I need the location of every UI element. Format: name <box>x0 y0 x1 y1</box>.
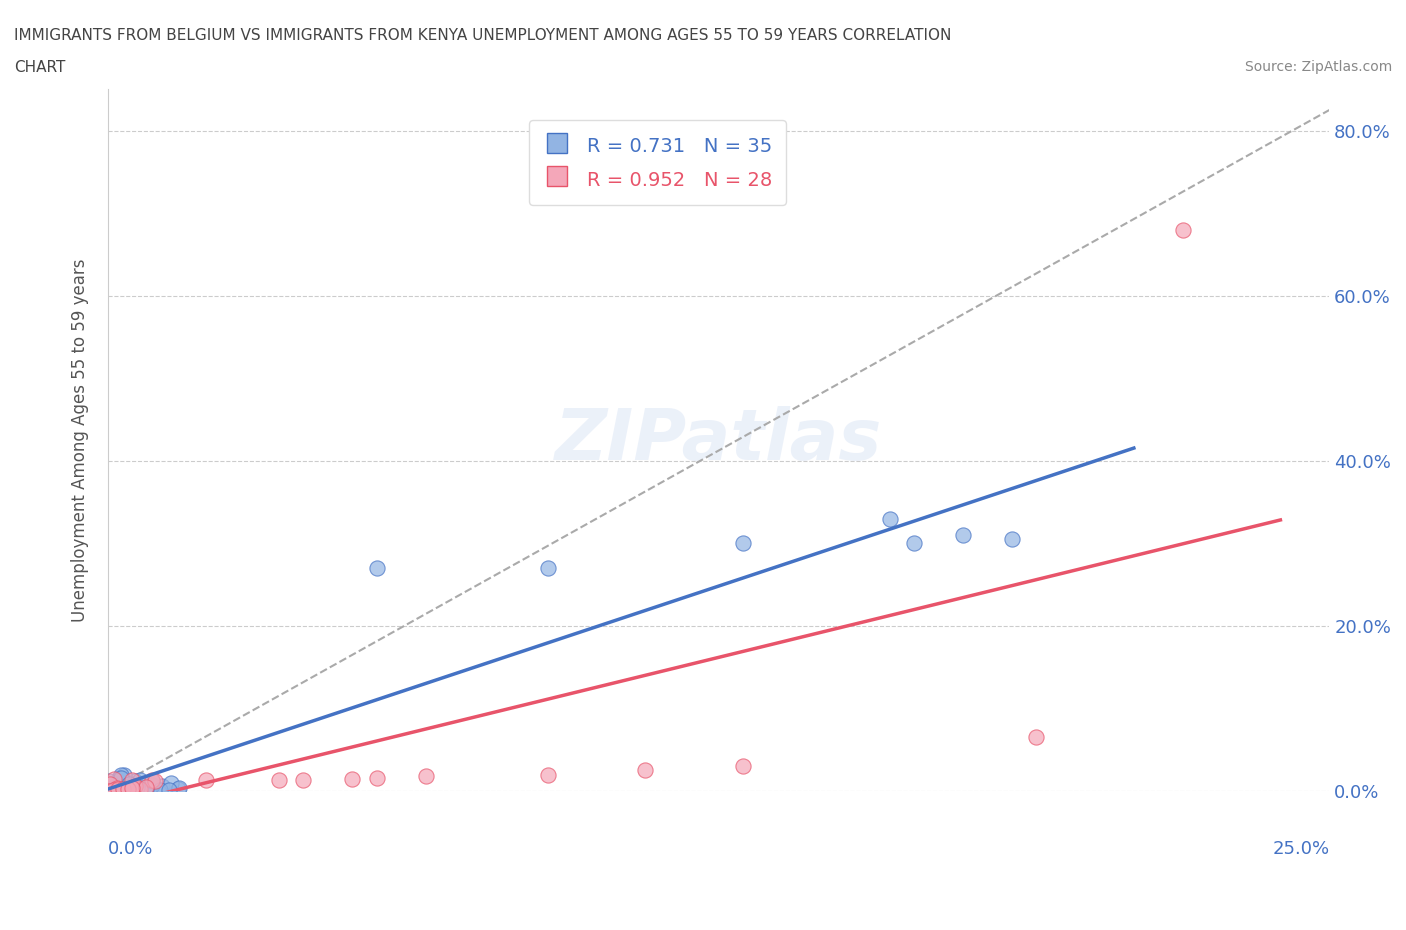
Immigrants from Belgium <box>952 527 974 542</box>
Immigrants from Kenya <box>129 781 152 796</box>
Immigrants from Belgium <box>128 772 150 787</box>
Immigrants from Kenya <box>112 783 135 798</box>
Immigrants from Kenya <box>103 772 125 787</box>
Immigrants from Belgium <box>98 774 121 789</box>
Immigrants from Kenya <box>292 773 315 788</box>
Immigrants from Kenya <box>121 780 143 795</box>
Immigrants from Belgium <box>118 777 141 791</box>
Immigrants from Belgium <box>149 783 172 798</box>
Immigrants from Belgium <box>110 767 132 782</box>
Immigrants from Belgium <box>117 781 139 796</box>
Immigrants from Belgium <box>124 774 146 789</box>
Immigrants from Belgium <box>101 780 124 795</box>
Immigrants from Kenya <box>121 773 143 788</box>
Immigrants from Belgium <box>537 561 560 576</box>
Immigrants from Belgium <box>366 561 388 576</box>
Immigrants from Kenya <box>124 778 146 793</box>
Text: Source: ZipAtlas.com: Source: ZipAtlas.com <box>1244 60 1392 74</box>
Immigrants from Kenya <box>111 781 134 796</box>
Immigrants from Belgium <box>135 782 157 797</box>
Immigrants from Kenya <box>101 783 124 798</box>
Immigrants from Belgium <box>166 781 188 796</box>
Immigrants from Belgium <box>101 783 124 798</box>
Immigrants from Belgium <box>120 778 142 793</box>
Immigrants from Belgium <box>121 780 143 795</box>
Immigrants from Kenya <box>731 759 754 774</box>
Immigrants from Belgium <box>150 778 173 793</box>
Immigrants from Kenya <box>366 770 388 785</box>
Immigrants from Belgium <box>879 512 901 526</box>
Immigrants from Kenya <box>117 781 139 796</box>
Immigrants from Belgium <box>141 774 163 789</box>
Immigrants from Belgium <box>108 771 131 786</box>
Immigrants from Belgium <box>731 536 754 551</box>
Immigrants from Kenya <box>141 772 163 787</box>
Immigrants from Belgium <box>110 770 132 785</box>
Immigrants from Kenya <box>105 780 128 795</box>
Immigrants from Kenya <box>537 767 560 782</box>
Immigrants from Kenya <box>342 771 364 786</box>
Immigrants from Belgium <box>141 777 163 792</box>
Immigrants from Kenya <box>1171 222 1194 237</box>
Immigrants from Kenya <box>194 773 217 788</box>
Text: IMMIGRANTS FROM BELGIUM VS IMMIGRANTS FROM KENYA UNEMPLOYMENT AMONG AGES 55 TO 5: IMMIGRANTS FROM BELGIUM VS IMMIGRANTS FR… <box>14 28 952 43</box>
Immigrants from Kenya <box>267 772 290 787</box>
Immigrants from Belgium <box>167 781 190 796</box>
Immigrants from Kenya <box>634 763 657 777</box>
Immigrants from Belgium <box>160 775 183 790</box>
Immigrants from Kenya <box>107 782 129 797</box>
Immigrants from Belgium <box>903 536 925 551</box>
Immigrants from Kenya <box>1025 730 1047 745</box>
Immigrants from Belgium <box>127 779 149 794</box>
Immigrants from Belgium <box>108 777 131 791</box>
Immigrants from Belgium <box>1001 532 1024 547</box>
Y-axis label: Unemployment Among Ages 55 to 59 years: Unemployment Among Ages 55 to 59 years <box>72 259 89 622</box>
Text: ZIPatlas: ZIPatlas <box>555 405 883 474</box>
Immigrants from Kenya <box>122 779 145 794</box>
Legend: R = 0.731   N = 35, R = 0.952   N = 28: R = 0.731 N = 35, R = 0.952 N = 28 <box>529 120 786 205</box>
Immigrants from Kenya <box>97 784 120 799</box>
Immigrants from Kenya <box>143 774 166 789</box>
Text: 25.0%: 25.0% <box>1272 840 1329 858</box>
Immigrants from Kenya <box>135 779 157 794</box>
Text: 0.0%: 0.0% <box>108 840 153 858</box>
Immigrants from Belgium <box>107 782 129 797</box>
Immigrants from Belgium <box>97 784 120 799</box>
Immigrants from Kenya <box>98 777 121 791</box>
Immigrants from Kenya <box>415 769 437 784</box>
Immigrants from Kenya <box>110 782 132 797</box>
Immigrants from Belgium <box>112 768 135 783</box>
Text: CHART: CHART <box>14 60 66 75</box>
Immigrants from Belgium <box>157 782 180 797</box>
Immigrants from Belgium <box>111 781 134 796</box>
Immigrants from Belgium <box>97 784 120 799</box>
